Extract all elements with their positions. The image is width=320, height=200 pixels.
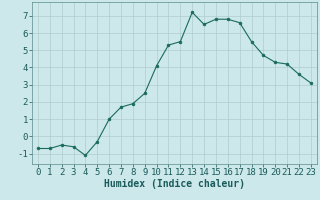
X-axis label: Humidex (Indice chaleur): Humidex (Indice chaleur) — [104, 179, 245, 189]
